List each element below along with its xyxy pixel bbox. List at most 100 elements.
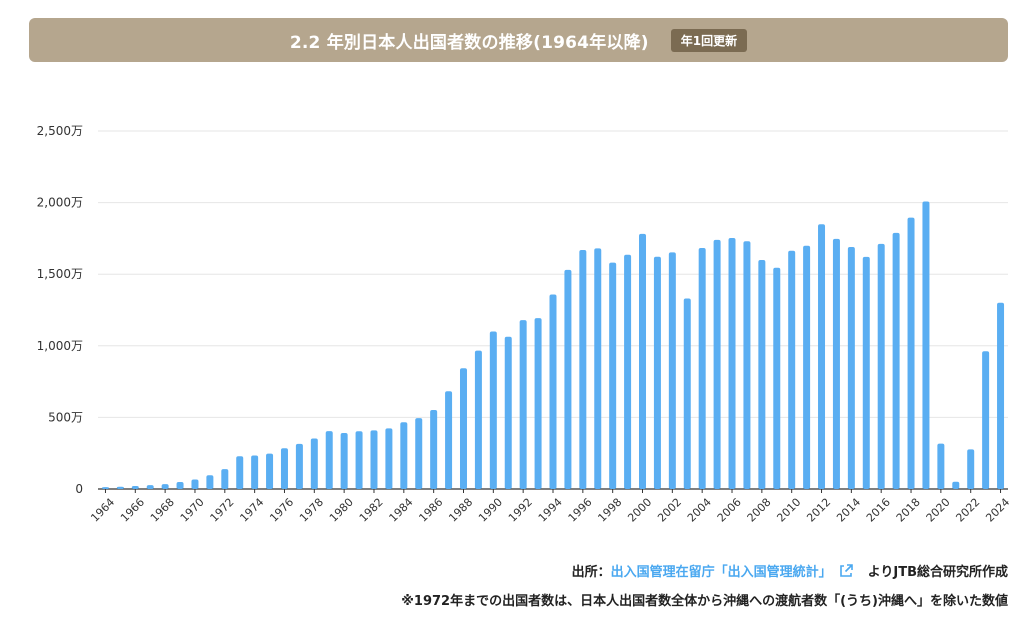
- bar-1995[interactable]: [564, 269, 572, 489]
- bar-1979[interactable]: [325, 431, 333, 489]
- y-tick-label: 2,000万: [37, 196, 83, 210]
- x-tick-label: 1994: [536, 496, 565, 525]
- bar-1965[interactable]: [116, 486, 124, 489]
- x-tick-label: 2006: [715, 496, 744, 525]
- bar-1999[interactable]: [624, 254, 632, 489]
- x-tick-label: 2022: [953, 496, 982, 525]
- x-tick-label: 2014: [834, 496, 863, 525]
- y-tick-label: 500万: [48, 410, 83, 424]
- bar-1983[interactable]: [385, 428, 393, 489]
- bar-2022[interactable]: [967, 449, 975, 489]
- x-tick-label: 1988: [446, 496, 475, 525]
- bar-2015[interactable]: [862, 256, 870, 489]
- x-tick-label: 1998: [595, 496, 624, 525]
- bar-2001[interactable]: [653, 256, 661, 489]
- y-axis-ticks: 0 500万 1,000万 1,500万 2,000万 2,500万: [37, 124, 83, 496]
- bar-2014[interactable]: [847, 246, 855, 489]
- bar-2008[interactable]: [758, 260, 766, 489]
- bar-1968[interactable]: [161, 484, 169, 489]
- bar-1981[interactable]: [355, 431, 363, 489]
- x-tick-label: 2008: [745, 496, 774, 525]
- bar-1964[interactable]: [101, 487, 109, 489]
- x-tick-label: 2000: [625, 496, 654, 525]
- bar-2012[interactable]: [818, 224, 826, 489]
- bar-2007[interactable]: [743, 241, 751, 489]
- x-tick-label: 1978: [297, 496, 326, 525]
- x-tick-label: 1990: [476, 496, 505, 525]
- bar-1973[interactable]: [236, 456, 244, 489]
- bar-1966[interactable]: [131, 485, 139, 489]
- bar-1994[interactable]: [549, 294, 557, 489]
- bar-1998[interactable]: [609, 262, 617, 489]
- x-tick-label: 1992: [506, 496, 535, 525]
- bar-1990[interactable]: [489, 331, 497, 489]
- source-line: 出所： 出入国管理在留庁「出入国管理統計」 よりJTB総合研究所作成: [572, 561, 1008, 580]
- bar-1992[interactable]: [519, 320, 527, 489]
- bar-2010[interactable]: [788, 250, 796, 489]
- bar-1993[interactable]: [534, 318, 542, 489]
- x-tick-label: 1970: [178, 496, 207, 525]
- bar-2013[interactable]: [832, 238, 840, 489]
- bar-2023[interactable]: [982, 351, 990, 489]
- x-tick-label: 1984: [387, 496, 416, 525]
- bar-2002[interactable]: [668, 252, 676, 489]
- bar-1991[interactable]: [504, 336, 512, 489]
- bar-1997[interactable]: [594, 248, 602, 489]
- bar-2003[interactable]: [683, 298, 691, 489]
- bar-2017[interactable]: [892, 232, 900, 490]
- bar-2005[interactable]: [713, 239, 721, 489]
- bar-1967[interactable]: [146, 485, 154, 489]
- x-tick-label: 1966: [118, 496, 147, 525]
- bar-2009[interactable]: [773, 267, 781, 489]
- bar-1985[interactable]: [415, 418, 423, 489]
- x-tick-label: 1980: [327, 496, 356, 525]
- y-tick-label: 2,500万: [37, 124, 83, 138]
- external-link-icon[interactable]: [838, 563, 854, 579]
- x-tick-label: 2010: [774, 496, 803, 525]
- x-tick-label: 1976: [267, 496, 296, 525]
- bars: [101, 201, 1005, 490]
- bar-1989[interactable]: [474, 350, 482, 489]
- x-tick-label: 1996: [566, 496, 595, 525]
- bar-2019[interactable]: [922, 201, 930, 489]
- footnote: ※1972年までの出国者数は、日本人出国者数全体から沖縄への渡航者数「(うち)沖…: [401, 594, 1008, 609]
- bar-1986[interactable]: [430, 409, 438, 489]
- bar-1974[interactable]: [251, 455, 259, 489]
- y-tick-label: 0: [75, 482, 83, 496]
- x-tick-label: 1974: [237, 496, 266, 525]
- bar-1976[interactable]: [280, 448, 288, 489]
- bar-1987[interactable]: [445, 391, 453, 489]
- bar-1984[interactable]: [400, 422, 408, 489]
- bar-1996[interactable]: [579, 249, 587, 489]
- bar-1972[interactable]: [221, 469, 229, 489]
- x-tick-label: 1972: [208, 496, 237, 525]
- bar-2018[interactable]: [907, 217, 915, 490]
- x-tick-label: 2020: [924, 496, 953, 525]
- y-tick-label: 1,000万: [37, 339, 83, 353]
- source-link[interactable]: 出入国管理在留庁「出入国管理統計」: [610, 565, 832, 580]
- x-tick-label: 1968: [148, 496, 177, 525]
- source-suffix: よりJTB総合研究所作成: [867, 565, 1008, 580]
- y-tick-label: 1,500万: [37, 267, 83, 281]
- bar-1969[interactable]: [176, 481, 184, 489]
- bar-1982[interactable]: [370, 430, 378, 489]
- x-tick-label: 1986: [416, 496, 445, 525]
- bar-2004[interactable]: [698, 247, 706, 489]
- bar-1978[interactable]: [310, 438, 318, 489]
- bar-2006[interactable]: [728, 237, 736, 489]
- bar-1970[interactable]: [191, 479, 199, 489]
- bar-2020[interactable]: [937, 443, 945, 489]
- x-tick-label: 1982: [357, 496, 386, 525]
- bar-1975[interactable]: [266, 453, 274, 489]
- bar-1980[interactable]: [340, 433, 348, 489]
- bar-2011[interactable]: [803, 245, 811, 489]
- bar-1971[interactable]: [206, 475, 214, 489]
- bar-1977[interactable]: [295, 443, 303, 489]
- bar-2021[interactable]: [952, 481, 960, 489]
- bar-1988[interactable]: [459, 368, 467, 489]
- x-tick-label: 2016: [864, 496, 893, 525]
- bar-2024[interactable]: [997, 302, 1005, 489]
- bar-2016[interactable]: [877, 243, 885, 489]
- bar-2000[interactable]: [639, 233, 647, 489]
